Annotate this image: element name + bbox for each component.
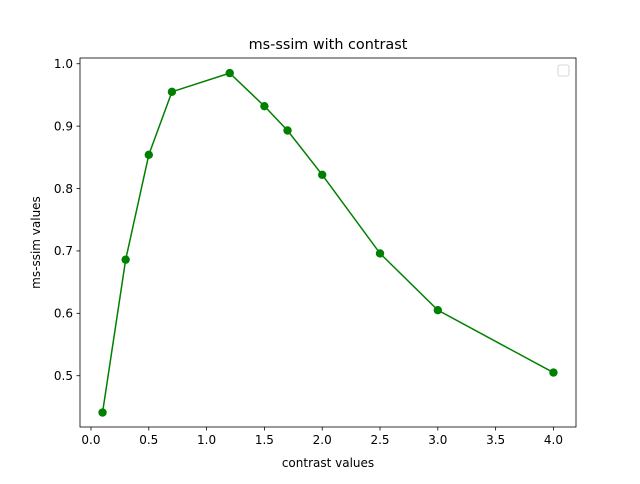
y-tick-label: 0.8 — [54, 182, 73, 196]
data-point — [318, 170, 327, 180]
y-tick-label: 0.7 — [54, 244, 73, 258]
x-axis-label: contrast values — [282, 456, 374, 470]
y-tick-label: 0.6 — [54, 307, 73, 321]
x-tick-label: 2.0 — [313, 433, 332, 447]
series-points — [98, 68, 558, 417]
x-tick-label: 3.0 — [428, 433, 447, 447]
chart-title: ms-ssim with contrast — [249, 37, 408, 53]
data-point — [375, 249, 385, 258]
legend-box — [557, 64, 570, 77]
data-point — [121, 255, 130, 264]
y-tick-label: 1.0 — [54, 57, 73, 71]
y-axis-ticks: 0.5 0.6 0.7 0.8 0.9 1.0 — [54, 57, 80, 383]
y-axis-label: ms-ssim values — [29, 196, 43, 289]
x-tick-label: 3.5 — [486, 433, 505, 447]
data-point — [283, 126, 292, 135]
x-tick-label: 0.0 — [81, 433, 100, 447]
data-point — [225, 68, 234, 78]
data-point — [98, 408, 107, 417]
x-tick-label: 2.5 — [370, 433, 389, 447]
x-tick-label: 1.0 — [197, 433, 216, 447]
data-point — [167, 87, 177, 97]
data-point — [260, 101, 269, 111]
y-tick-label: 0.5 — [54, 369, 73, 383]
x-axis-ticks: 0.0 0.5 1.0 1.5 2.0 2.5 3.0 3.5 4.0 — [81, 427, 563, 447]
plot-area — [80, 58, 576, 427]
x-tick-label: 1.5 — [255, 433, 274, 447]
x-tick-label: 4.0 — [544, 433, 563, 447]
legend — [557, 64, 570, 77]
plot-frame — [79, 57, 577, 428]
data-point — [144, 150, 153, 160]
data-point — [433, 305, 443, 315]
x-tick-label: 0.5 — [139, 433, 158, 447]
y-tick-label: 0.9 — [54, 119, 73, 133]
data-point — [549, 368, 558, 377]
